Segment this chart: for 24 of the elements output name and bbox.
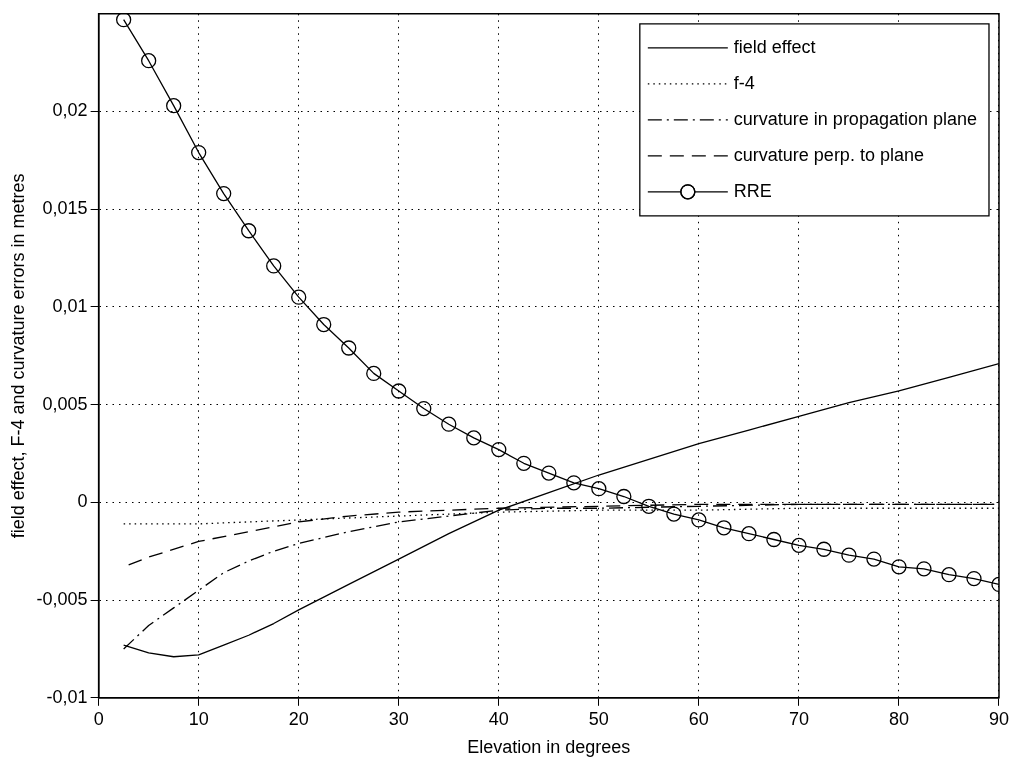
x-axis-title: Elevation in degrees — [467, 737, 631, 758]
x-tick-label: 60 — [688, 708, 709, 729]
x-tick-label: 40 — [488, 708, 509, 729]
x-tick-label: 20 — [288, 708, 309, 729]
x-tick-label: 10 — [188, 708, 209, 729]
y-tick-label: -0,005 — [36, 589, 88, 610]
y-tick-label: 0,01 — [52, 295, 88, 316]
x-tick-label: 30 — [388, 708, 409, 729]
legend-label: curvature in propagation plane — [733, 108, 977, 129]
x-tick-label: 50 — [588, 708, 609, 729]
legend-label: curvature perp. to plane — [733, 144, 924, 165]
x-tick-label: 0 — [93, 708, 104, 729]
y-tick-label: -0,01 — [46, 686, 88, 707]
y-axis-title: field effect, F-4 and curvature errors in metres — [7, 173, 28, 539]
y-tick-label: 0 — [77, 491, 88, 512]
y-tick-label: 0,02 — [52, 100, 88, 121]
x-tick-label: 90 — [988, 708, 1009, 729]
x-tick-label: 80 — [888, 708, 909, 729]
legend-label: field effect — [733, 36, 816, 57]
legend-label: RRE — [733, 180, 772, 201]
x-tick-label: 70 — [788, 708, 809, 729]
y-tick-label: 0,015 — [42, 198, 88, 219]
y-tick-label: 0,005 — [42, 393, 88, 414]
legend-label: f-4 — [733, 72, 755, 93]
